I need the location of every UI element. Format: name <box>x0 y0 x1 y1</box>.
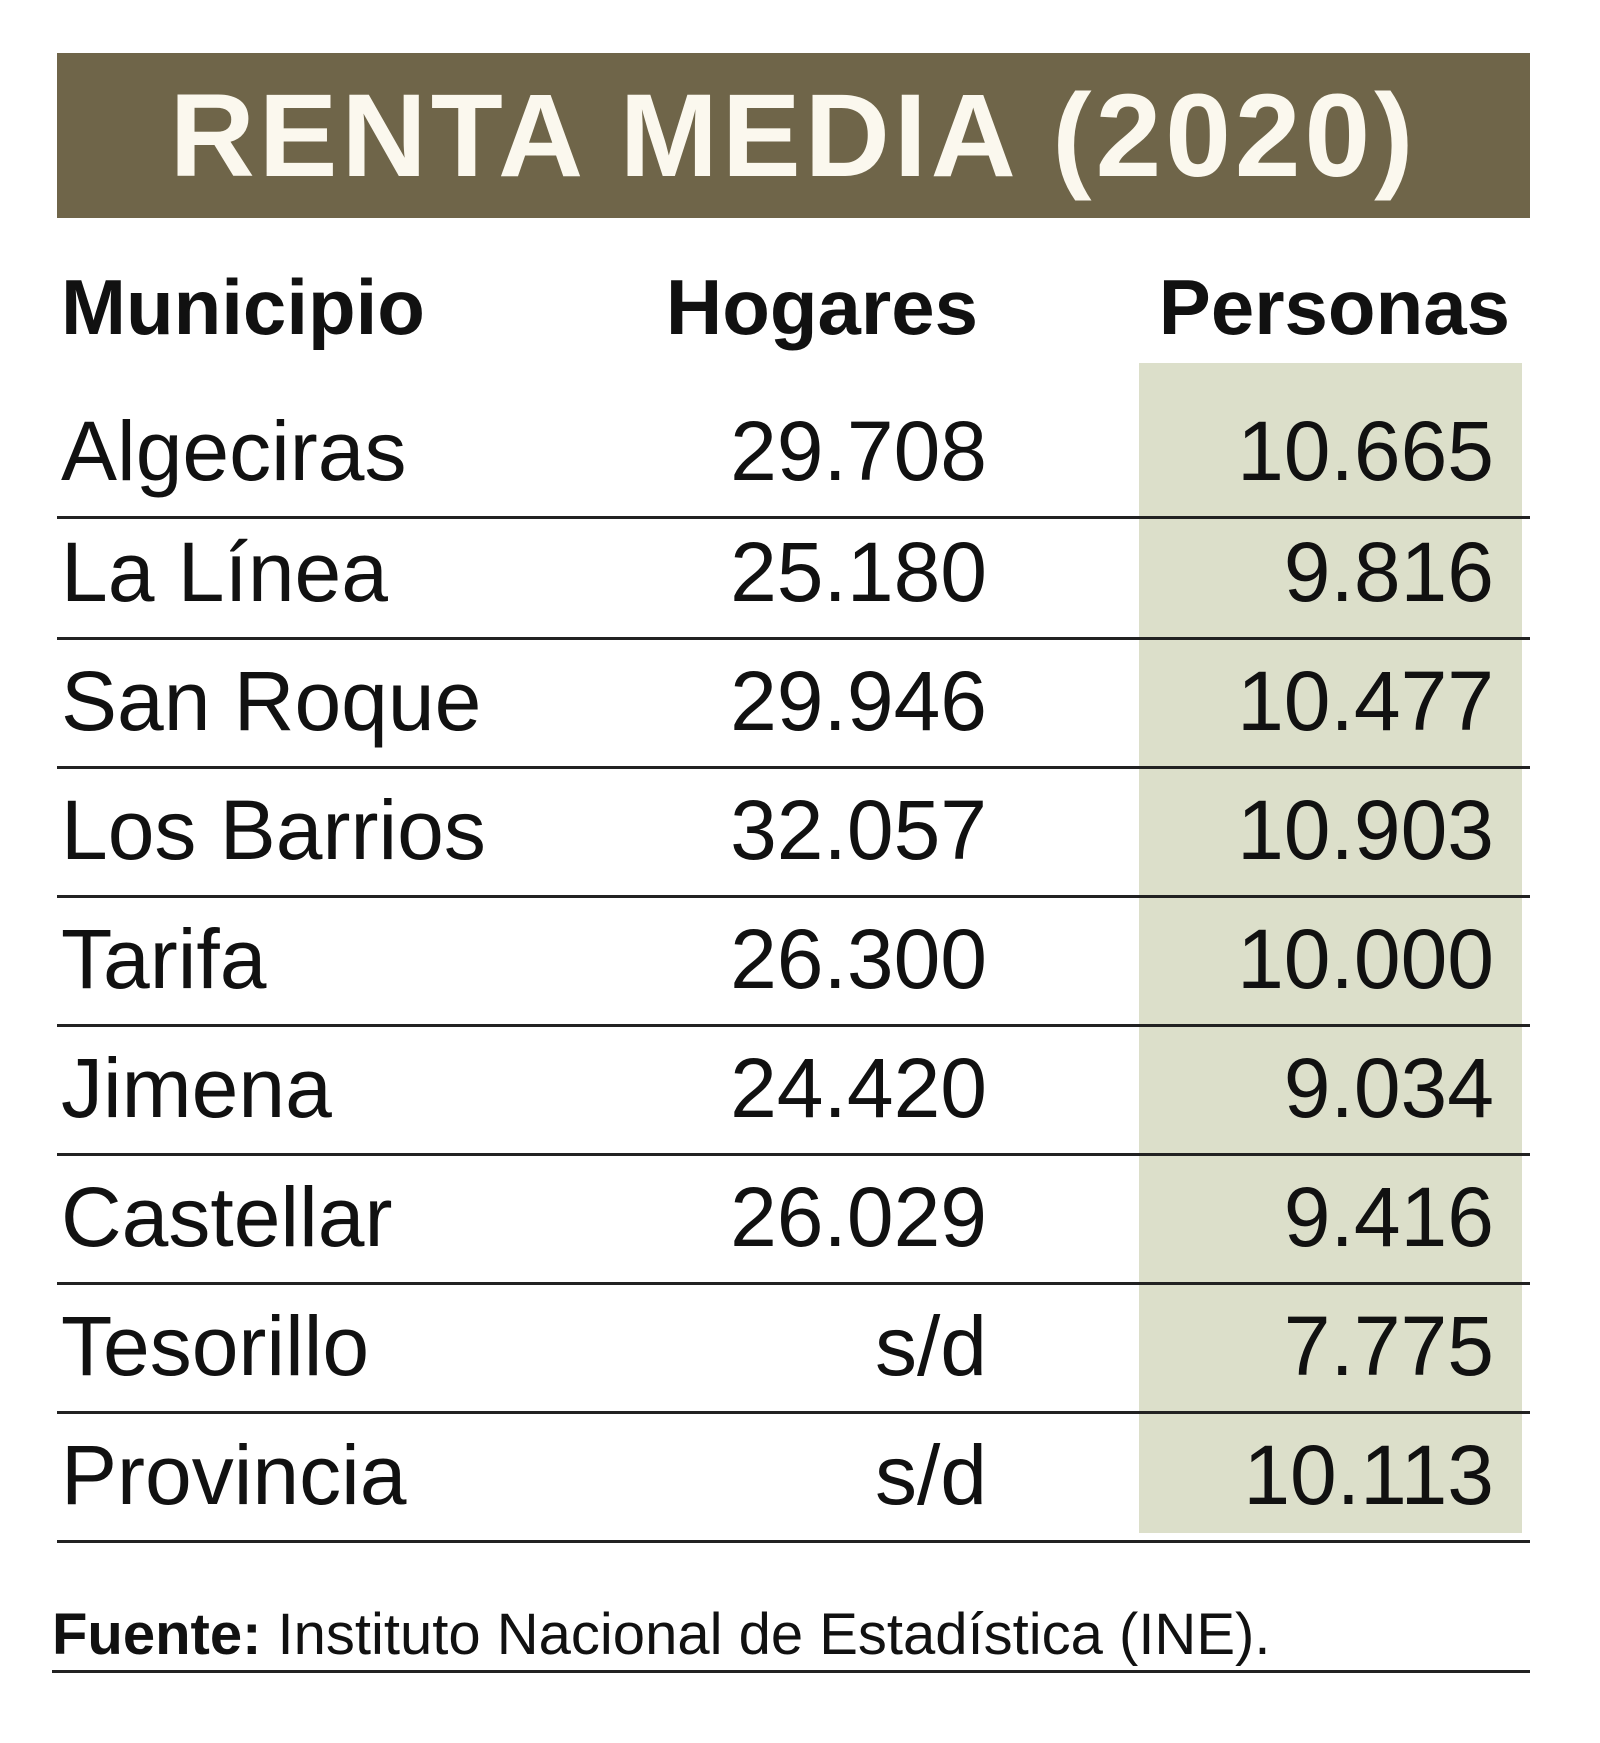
personas-cell: 9.416 <box>1283 1170 1494 1264</box>
personas-cell: 9.816 <box>1283 525 1494 619</box>
header-municipio: Municipio <box>61 263 425 351</box>
table-row: La Línea 25.180 9.816 <box>57 508 1530 640</box>
header-hogares: Hogares <box>665 263 978 351</box>
hogares-cell: 32.057 <box>730 783 987 877</box>
table-row: Algeciras 29.708 10.665 <box>57 387 1530 519</box>
municipio-cell: Algeciras <box>61 404 407 498</box>
hogares-cell: 26.029 <box>730 1170 987 1264</box>
personas-cell: 9.034 <box>1283 1041 1494 1135</box>
table-row: Tarifa 26.300 10.000 <box>57 895 1530 1027</box>
hogares-cell: s/d <box>874 1428 987 1522</box>
municipio-cell: San Roque <box>61 654 482 748</box>
hogares-cell: 26.300 <box>730 912 987 1006</box>
table-row: San Roque 29.946 10.477 <box>57 637 1530 769</box>
hogares-cell: s/d <box>874 1299 987 1393</box>
table-row: Tesorillo s/d 7.775 <box>57 1282 1530 1414</box>
municipio-cell: Jimena <box>61 1041 332 1135</box>
source-label: Fuente: <box>52 1602 262 1667</box>
personas-cell: 10.000 <box>1237 912 1494 1006</box>
table-row: Los Barrios 32.057 10.903 <box>57 766 1530 898</box>
municipio-cell: Provincia <box>61 1428 407 1522</box>
table-row: Castellar 26.029 9.416 <box>57 1153 1530 1285</box>
hogares-cell: 29.946 <box>730 654 987 748</box>
hogares-cell: 24.420 <box>730 1041 987 1135</box>
hogares-cell: 25.180 <box>730 525 987 619</box>
table-title: RENTA MEDIA (2020) <box>169 69 1418 202</box>
municipio-cell: La Línea <box>61 525 388 619</box>
municipio-cell: Tesorillo <box>61 1299 370 1393</box>
personas-column-highlight <box>1139 363 1522 1533</box>
personas-cell: 10.665 <box>1237 404 1494 498</box>
source-text: Instituto Nacional de Estadística (INE). <box>261 1602 1271 1667</box>
source-note: Fuente: Instituto Nacional de Estadístic… <box>52 1600 1530 1673</box>
title-band: RENTA MEDIA (2020) <box>57 53 1530 218</box>
personas-cell: 7.775 <box>1283 1299 1494 1393</box>
personas-cell: 10.113 <box>1243 1428 1494 1522</box>
hogares-cell: 29.708 <box>730 404 987 498</box>
table-row: Provincia s/d 10.113 <box>57 1411 1530 1543</box>
personas-cell: 10.477 <box>1237 654 1494 748</box>
municipio-cell: Castellar <box>61 1170 393 1264</box>
table-row: Jimena 24.420 9.034 <box>57 1024 1530 1156</box>
municipio-cell: Tarifa <box>61 912 267 1006</box>
header-personas: Personas <box>1158 263 1510 351</box>
personas-cell: 10.903 <box>1237 783 1494 877</box>
municipio-cell: Los Barrios <box>61 783 486 877</box>
